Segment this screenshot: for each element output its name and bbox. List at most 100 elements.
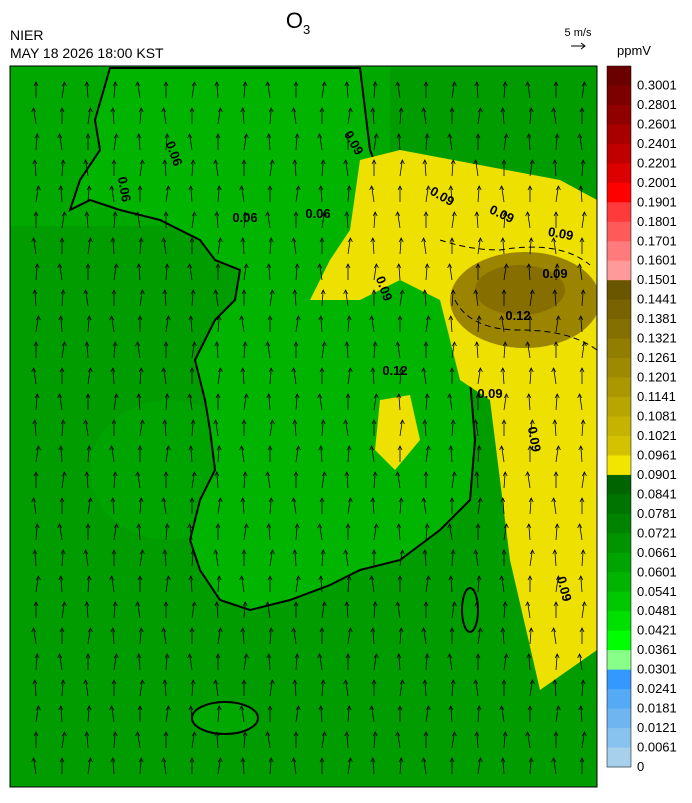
- wind-arrow: [239, 575, 245, 593]
- wind-arrow: [499, 315, 505, 333]
- wind-arrow: [190, 289, 196, 307]
- colorbar-label: 0.1261: [637, 350, 677, 365]
- colorbar-label: 0.2801: [637, 97, 677, 112]
- wind-arrow: [33, 211, 39, 228]
- wind-arrow: [399, 159, 405, 177]
- wind-arrow: [447, 653, 453, 671]
- wind-arrow: [165, 575, 171, 593]
- wind-arrow: [189, 107, 195, 124]
- contour-label: 0.09: [477, 386, 502, 401]
- colorbar-label: 0.2201: [637, 155, 677, 170]
- wind-arrow: [319, 367, 325, 384]
- colorbar-label: 0.1321: [637, 331, 677, 346]
- wind-arrow: [266, 263, 272, 281]
- wind-arrow: [215, 523, 221, 540]
- wind-arrow: [59, 757, 65, 774]
- colorbar: 0.3001 0.2801 0.2601 0.2401 0.2201 0.2001 0.19…: [606, 65, 677, 774]
- wind-arrow: [112, 341, 118, 359]
- wind-arrow: [370, 107, 376, 125]
- wind-arrow: [396, 393, 402, 411]
- wind-arrow: [529, 679, 535, 697]
- wind-arrow: [421, 757, 427, 775]
- wind-arrow: [135, 601, 141, 619]
- wind-arrow: [239, 185, 245, 203]
- wind-scale-arrow: [571, 42, 586, 50]
- colorbar-swatch: [607, 474, 631, 495]
- wind-arrow: [421, 627, 427, 645]
- wind-arrow: [138, 757, 144, 775]
- wind-arrow: [320, 679, 326, 697]
- wind-arrow: [447, 523, 453, 541]
- wind-arrow: [291, 497, 297, 515]
- wind-arrow: [60, 159, 66, 177]
- wind-arrow: [581, 341, 587, 359]
- wind-arrow: [162, 159, 168, 177]
- colorbar-swatch: [607, 708, 631, 729]
- wind-arrow: [370, 497, 376, 515]
- wind-arrow: [138, 237, 144, 255]
- wind-arrow: [474, 81, 480, 99]
- wind-arrow: [449, 627, 455, 644]
- colorbar-swatch: [607, 728, 631, 749]
- contour-label: 0.12: [505, 308, 530, 323]
- wind-arrow: [214, 601, 220, 619]
- wind-arrow: [59, 237, 65, 254]
- colorbar-label: 0.1601: [637, 253, 677, 268]
- wind-arrow: [317, 133, 323, 151]
- wind-arrow: [243, 263, 249, 281]
- unit: ppmV: [617, 43, 651, 58]
- wind-arrow: [191, 731, 197, 749]
- wind-arrow: [343, 419, 349, 437]
- wind-arrow: [552, 679, 558, 697]
- wind-arrow: [526, 393, 532, 411]
- wind-arrow: [344, 341, 350, 359]
- wind-arrow: [87, 757, 93, 775]
- wind-arrow: [395, 731, 401, 749]
- wind-arrow: [425, 185, 431, 203]
- wind-arrow: [372, 341, 378, 359]
- wind-arrow: [347, 497, 353, 515]
- wind-arrow: [397, 575, 403, 592]
- colorbar-swatch: [607, 435, 631, 456]
- wind-arrow: [110, 627, 116, 645]
- wind-arrow: [347, 757, 353, 775]
- wind-arrow: [372, 211, 378, 229]
- colorbar-swatch: [607, 630, 631, 651]
- wind-arrow: [425, 705, 431, 723]
- colorbar-label: 0.0961: [637, 447, 677, 462]
- wind-arrow: [577, 523, 583, 541]
- wind-arrow: [525, 731, 531, 749]
- wind-arrow: [85, 263, 91, 280]
- wind-arrow: [581, 731, 587, 749]
- wind-arrow: [32, 549, 38, 567]
- contour-line: [439, 239, 597, 351]
- wind-arrow: [528, 107, 534, 125]
- wind-arrow: [344, 471, 350, 489]
- contour-label: 0.06: [232, 210, 257, 225]
- wind-arrow: [136, 393, 142, 411]
- colorbar-label: 0.0361: [637, 642, 677, 657]
- colorbar-swatch: [607, 338, 631, 359]
- wind-arrow: [188, 315, 194, 333]
- wind-arrow: [295, 185, 301, 203]
- wind-arrow: [265, 341, 271, 359]
- wind-arrow: [526, 133, 532, 151]
- wind-arrow: [267, 575, 273, 592]
- wind-arrow: [421, 237, 427, 255]
- colorbar-swatch: [607, 611, 631, 632]
- wind-scale-label: 5 m/s: [565, 27, 592, 39]
- wind-arrow: [502, 601, 508, 619]
- wind-arrow: [109, 705, 115, 723]
- wind-arrow: [579, 757, 585, 774]
- wind-arrow: [347, 627, 353, 645]
- wind-arrow: [294, 523, 300, 541]
- wind-arrow: [242, 471, 248, 489]
- wind-arrow: [344, 731, 350, 749]
- wind-arrow: [111, 549, 117, 566]
- wind-arrow: [112, 601, 118, 619]
- wind-arrow: [500, 367, 506, 385]
- wind-arrow: [87, 107, 93, 125]
- colorbar-swatch: [607, 66, 631, 86]
- wind-arrow: [137, 575, 143, 592]
- wind-arrow: [395, 341, 401, 359]
